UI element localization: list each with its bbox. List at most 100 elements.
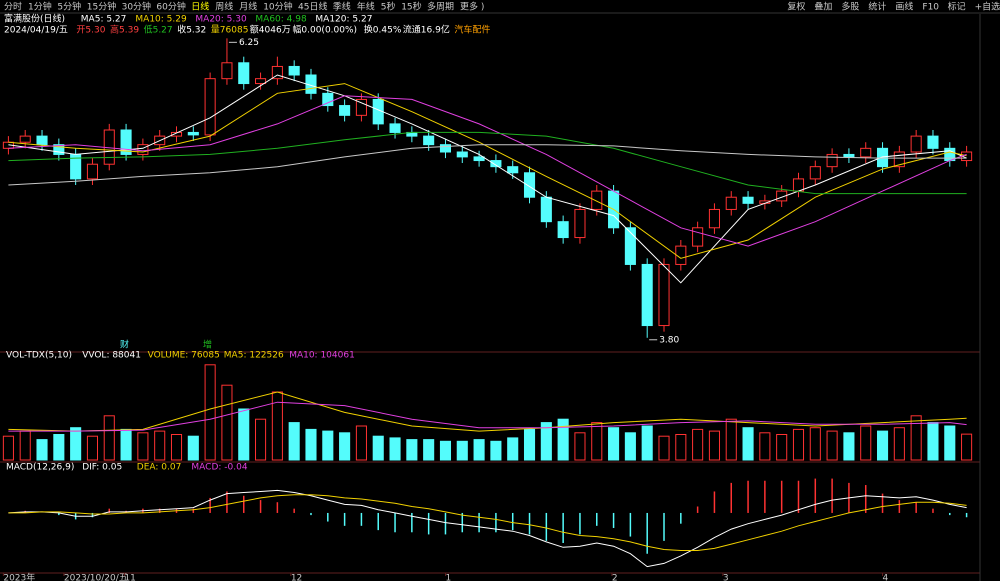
legend-item: VOLUME: 76085 [148, 351, 220, 361]
toolbar-button[interactable]: 画线 [895, 1, 913, 13]
volume-bar [944, 425, 956, 461]
date: 2024/04/19/五 [4, 26, 68, 36]
volume-bar [154, 430, 166, 461]
candle-body [877, 147, 889, 168]
toolbar-button[interactable]: 5分钟 [57, 1, 81, 13]
volume-bar [927, 422, 939, 461]
volume-bar [641, 425, 653, 461]
volume-bar [893, 427, 905, 461]
quote: 高5.39 [110, 24, 139, 36]
volume-bar [490, 440, 502, 461]
toolbar-button[interactable]: 复权 [787, 1, 805, 13]
x-tick-label: 2 [612, 574, 618, 581]
candle-body [339, 105, 351, 116]
candle-body [36, 135, 48, 146]
ma-legend: MA120: 5.27 [315, 15, 372, 25]
volume-bar [423, 439, 435, 461]
quote: 量76085 [211, 25, 249, 36]
toolbar-button[interactable]: 统计 [868, 1, 886, 13]
volume-bar [170, 434, 183, 461]
candle-body [893, 151, 905, 168]
volume-bar [255, 418, 267, 461]
toolbar-button[interactable]: F10 [922, 3, 939, 13]
volume-bar [2, 435, 14, 461]
candle-body [792, 178, 805, 192]
toolbar-button[interactable]: 15秒 [401, 1, 421, 13]
volume-bar [725, 418, 737, 461]
annotation: 6.25 [239, 38, 259, 48]
volume-bar [826, 430, 838, 461]
candle-body [355, 98, 367, 116]
toolbar-button[interactable]: 季线 [333, 1, 351, 13]
toolbar-button[interactable]: 15分钟 [87, 1, 116, 13]
volume-bar [708, 430, 720, 461]
volume-bar [473, 439, 485, 461]
toolbar-button[interactable]: 更多 ) [460, 1, 484, 13]
quote: 幅0.00(0.00%) [292, 24, 357, 36]
toolbar-button[interactable]: 5秒 [381, 1, 396, 13]
toolbar-button[interactable]: 叠加 [814, 2, 832, 13]
candle-body [944, 147, 956, 162]
candle-body [456, 151, 468, 158]
toolbar-button[interactable]: 周线 [215, 1, 233, 13]
candle-body [473, 156, 485, 162]
candle-body [86, 163, 99, 180]
volume-bar [776, 434, 788, 461]
volume-bar [675, 434, 687, 461]
x-tick-label: 2023/10/20/五 [64, 574, 128, 581]
volume-bar [36, 439, 48, 461]
candle-body [53, 144, 65, 155]
candle-body [507, 166, 519, 174]
candle-body [826, 153, 838, 168]
toolbar-button[interactable]: 月线 [239, 1, 257, 13]
toolbar-button[interactable]: 多周期 [427, 1, 454, 13]
volume-title: VOL-TDX(5,10) [6, 351, 72, 361]
legend-item: DIF: 0.05 [82, 463, 122, 473]
annotation: 3.80 [659, 335, 679, 345]
toolbar-button[interactable]: 日线 [191, 1, 209, 13]
candle-body [540, 196, 552, 223]
volume-bar [540, 422, 552, 461]
candle-body [624, 227, 636, 265]
volume-bar [557, 418, 569, 461]
volume-bar [439, 440, 452, 461]
candle-body [557, 221, 569, 239]
volume-bar [809, 427, 821, 461]
volume-bar [961, 433, 973, 461]
volume-bar [406, 439, 418, 461]
toolbar-button[interactable]: 分时 [4, 1, 22, 13]
toolbar-button[interactable]: 标记 [948, 1, 966, 13]
x-tick-label: 4 [883, 574, 889, 581]
volume-bar [288, 422, 300, 461]
toolbar-button[interactable]: 10分钟 [263, 1, 292, 13]
legend-item: VVOL: 88041 [82, 351, 141, 361]
candle-body [708, 208, 720, 229]
toolbar-button[interactable]: 多股 [841, 1, 859, 13]
event-marker: 增 [203, 339, 212, 351]
volume-bar [339, 432, 351, 461]
toolbar-button[interactable]: +自选 [975, 1, 1000, 13]
candle-body [675, 245, 687, 265]
x-tick-label: 1 [445, 574, 451, 581]
candle-body [641, 263, 653, 327]
volume-bar [372, 435, 384, 461]
volume-bar [187, 435, 199, 461]
candle-body [574, 208, 586, 239]
volume-bar [608, 427, 620, 461]
toolbar-button[interactable]: 30分钟 [122, 1, 151, 13]
volume-bar [624, 432, 636, 461]
toolbar-button[interactable]: 45日线 [298, 1, 327, 13]
volume-bar [742, 427, 754, 461]
series-line [8, 83, 967, 259]
toolbar-button[interactable]: 1分钟 [28, 1, 52, 13]
volume-bar [355, 425, 367, 461]
candle-body [288, 65, 300, 76]
candle-body [523, 172, 536, 198]
toolbar-button[interactable]: 年线 [357, 1, 375, 13]
ma-legend: MA60: 4.98 [255, 15, 307, 25]
candle-body [271, 65, 283, 80]
candle-body [725, 196, 737, 210]
volume-bar [204, 364, 216, 461]
toolbar-button[interactable]: 60分钟 [156, 1, 185, 13]
